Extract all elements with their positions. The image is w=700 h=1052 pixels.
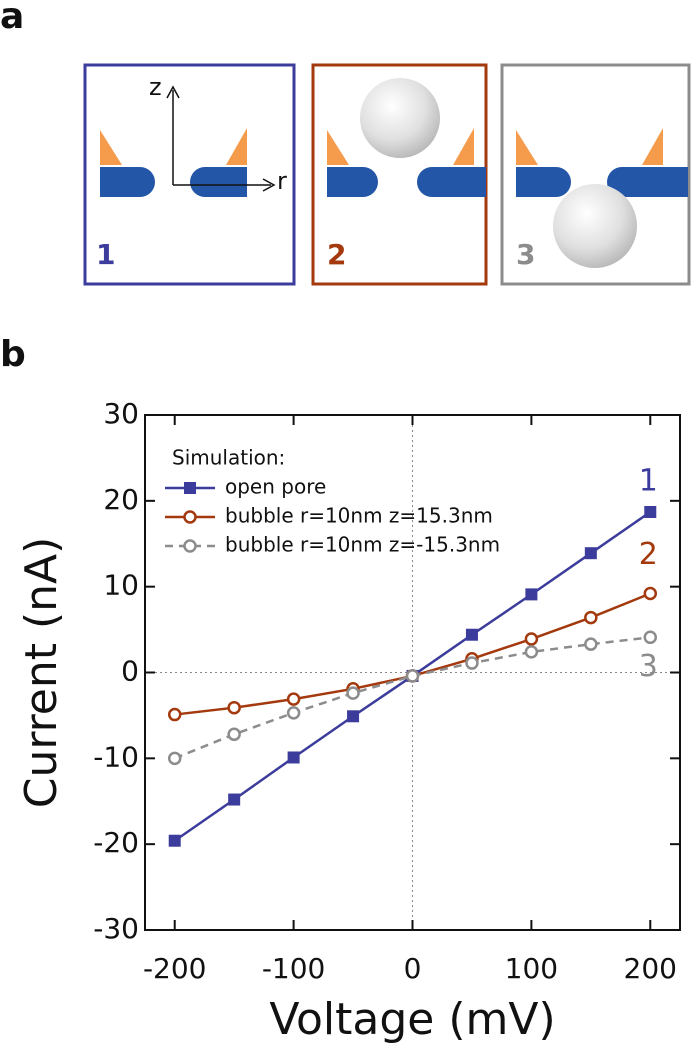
box-label: 1: [96, 238, 115, 271]
marker: [168, 834, 181, 847]
y-tick-label: 30: [103, 397, 139, 430]
legend-marker: [183, 539, 197, 553]
marker: [644, 505, 657, 518]
diagram-box: 2: [311, 63, 488, 286]
series-tag: 3: [639, 649, 658, 684]
series-line: [174, 636, 651, 760]
axis-label: r: [277, 167, 287, 195]
marker: [524, 632, 539, 646]
y-axis-title: Current (nA): [16, 537, 67, 809]
y-tick-label: 10: [103, 569, 139, 602]
marker: [286, 706, 301, 720]
x-axis-title: Voltage (mV): [269, 994, 555, 1045]
series-tag: 1: [639, 463, 658, 498]
series: [167, 630, 658, 766]
diagram-box: z r 1: [83, 63, 296, 286]
y-tick-label: -20: [93, 826, 139, 859]
marker: [584, 637, 598, 651]
legend-marker: [183, 510, 197, 524]
marker: [167, 751, 182, 766]
marker: [643, 586, 658, 601]
legend-title: Simulation:: [172, 446, 285, 470]
marker: [584, 610, 598, 625]
y-tick-label: 20: [103, 483, 139, 516]
x-tick-label: 0: [404, 952, 422, 985]
marker: [465, 628, 478, 641]
y-tick-label: 0: [121, 655, 139, 688]
marker: [584, 547, 597, 560]
legend-label: bubble r=10nm z=15.3nm: [225, 504, 493, 528]
marker: [167, 707, 182, 722]
marker: [346, 686, 360, 700]
marker: [465, 656, 479, 670]
marker: [227, 727, 241, 742]
diagram-box: 3: [500, 63, 691, 286]
marker: [286, 692, 301, 706]
marker: [405, 669, 420, 683]
y-tick-label: -30: [93, 912, 139, 945]
legend-marker: [184, 482, 196, 494]
series-tag: 2: [639, 537, 658, 572]
x-tick-label: -100: [262, 952, 326, 985]
marker: [228, 793, 241, 806]
y-tick-label: -10: [93, 740, 139, 773]
panel-label: b: [0, 334, 26, 375]
x-tick-label: 200: [624, 952, 677, 985]
x-tick-label: -200: [143, 952, 207, 985]
marker: [525, 588, 538, 601]
legend-label: open pore: [225, 475, 326, 499]
marker: [347, 710, 360, 723]
marker: [524, 645, 539, 659]
x-tick-label: 100: [505, 952, 558, 985]
box-label: 2: [327, 238, 346, 271]
legend-label: bubble r=10nm z=-15.3nm: [225, 533, 500, 557]
marker: [227, 700, 241, 715]
axis-label: z: [149, 73, 162, 101]
marker: [643, 630, 658, 645]
panel-label: a: [0, 0, 24, 37]
box-label: 3: [516, 238, 535, 271]
marker: [287, 751, 300, 764]
